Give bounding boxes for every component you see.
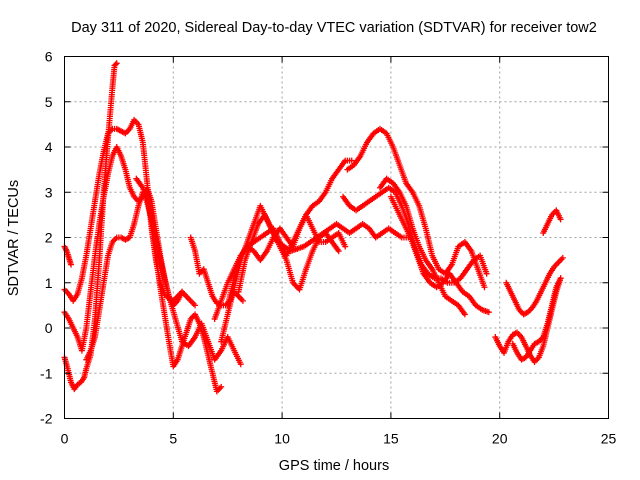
data-points (61, 60, 566, 395)
data-point (559, 254, 566, 261)
y-tick-label: 0 (45, 320, 53, 336)
data-point (112, 61, 119, 68)
data-point (218, 383, 225, 390)
data-point (68, 261, 75, 268)
x-axis-label: GPS time / hours (279, 458, 389, 474)
chart-title: Day 311 of 2020, Sidereal Day-to-day VTE… (71, 20, 597, 36)
data-point (557, 275, 564, 282)
y-tick-label: 2 (45, 230, 53, 246)
data-point (461, 311, 468, 318)
x-tick-label: 10 (274, 431, 290, 447)
axis-ticks: 0 5 10 15 20 25 -2 -1 0 1 2 3 4 5 6 (40, 49, 616, 447)
grid-lines (64, 56, 609, 419)
y-tick-label: 1 (45, 275, 53, 291)
data-point (192, 302, 199, 309)
y-tick-label: 3 (45, 184, 53, 200)
y-tick-label: -2 (40, 411, 53, 427)
x-tick-label: 20 (492, 431, 508, 447)
data-point (335, 248, 342, 255)
data-point (179, 288, 186, 295)
data-point (485, 309, 492, 316)
y-tick-label: -1 (40, 365, 53, 381)
y-tick-label: 4 (45, 139, 53, 155)
data-point (483, 270, 490, 277)
x-tick-label: 0 (61, 431, 69, 447)
data-point (237, 361, 244, 368)
x-tick-label: 25 (601, 431, 617, 447)
data-point (481, 284, 488, 291)
y-tick-label: 6 (45, 49, 53, 65)
x-tick-label: 15 (383, 431, 399, 447)
y-tick-label: 5 (45, 94, 53, 110)
data-point (557, 216, 564, 223)
data-point (348, 157, 355, 164)
data-point (239, 297, 246, 304)
data-point (113, 60, 120, 67)
x-tick-label: 5 (169, 431, 177, 447)
data-point (342, 243, 349, 250)
y-axis-label: SDTVAR / TECUs (6, 180, 22, 296)
